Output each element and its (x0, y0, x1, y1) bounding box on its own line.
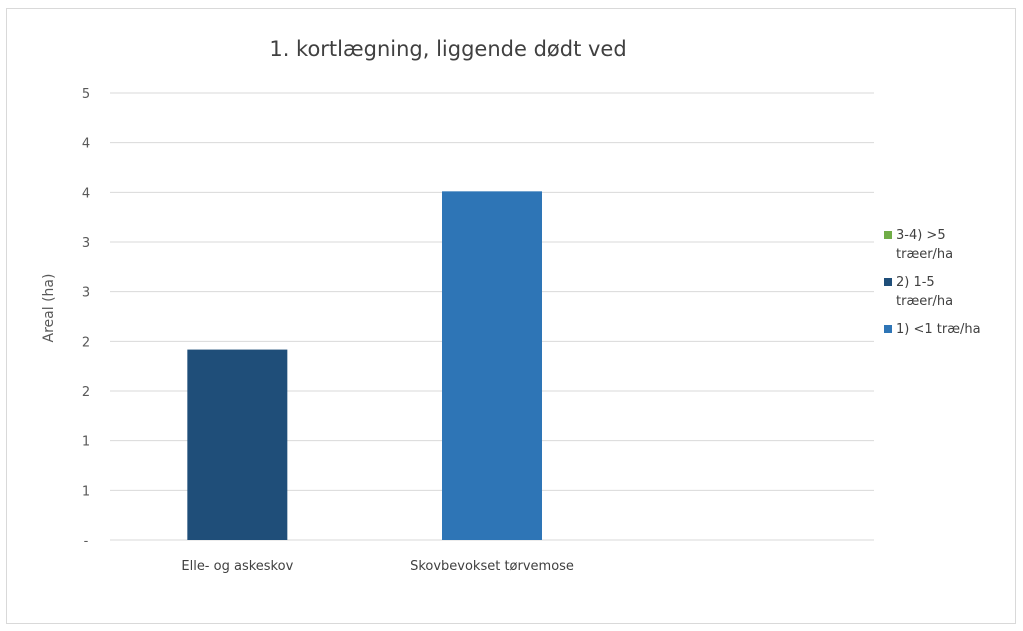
legend-swatch (884, 325, 892, 333)
legend-label: 3-4) >5 (896, 228, 946, 243)
legend-entry: 3-4) >5 træer/ha (884, 228, 953, 262)
y-axis-label: Areal (ha) (41, 274, 57, 343)
legend-swatch (884, 231, 892, 239)
y-tick-label: 3 (82, 236, 90, 251)
y-axis-ticks: - 1 1 2 2 3 3 4 4 5 (82, 87, 90, 549)
legend-label: træer/ha (896, 294, 953, 309)
chart-title: 1. kortlægning, liggende dødt ved (269, 37, 626, 61)
x-axis-categories: Elle- og askeskov Skovbevokset tørvemose (181, 559, 574, 574)
y-tick-label: 5 (82, 87, 90, 102)
chart-frame: 1. kortlægning, liggende dødt ved Areal … (6, 8, 1016, 624)
legend-label: 1) <1 træ/ha (896, 322, 981, 337)
y-tick-label: 2 (82, 385, 90, 400)
bar-chart: 1. kortlægning, liggende dødt ved Areal … (41, 37, 981, 574)
legend: 3-4) >5 træer/ha 2) 1-5 træer/ha 1) <1 træ/h… (884, 228, 981, 337)
y-tick-label: 4 (82, 137, 90, 152)
bars (187, 191, 542, 540)
y-tick-label: 1 (82, 484, 90, 499)
legend-swatch (884, 278, 892, 286)
y-tick-label: - (84, 534, 89, 549)
category-label: Skovbevokset tørvemose (410, 559, 574, 574)
y-tick-label: 4 (82, 186, 90, 201)
y-tick-label: 1 (82, 435, 90, 450)
legend-label: træer/ha (896, 247, 953, 262)
legend-entry: 2) 1-5 træer/ha (884, 275, 953, 309)
legend-label: 2) 1-5 (896, 275, 935, 290)
legend-entry: 1) <1 træ/ha (884, 322, 981, 337)
bar (187, 349, 288, 540)
bar (442, 191, 542, 540)
category-label: Elle- og askeskov (181, 559, 293, 574)
y-tick-label: 2 (82, 335, 90, 350)
y-tick-label: 3 (82, 286, 90, 301)
